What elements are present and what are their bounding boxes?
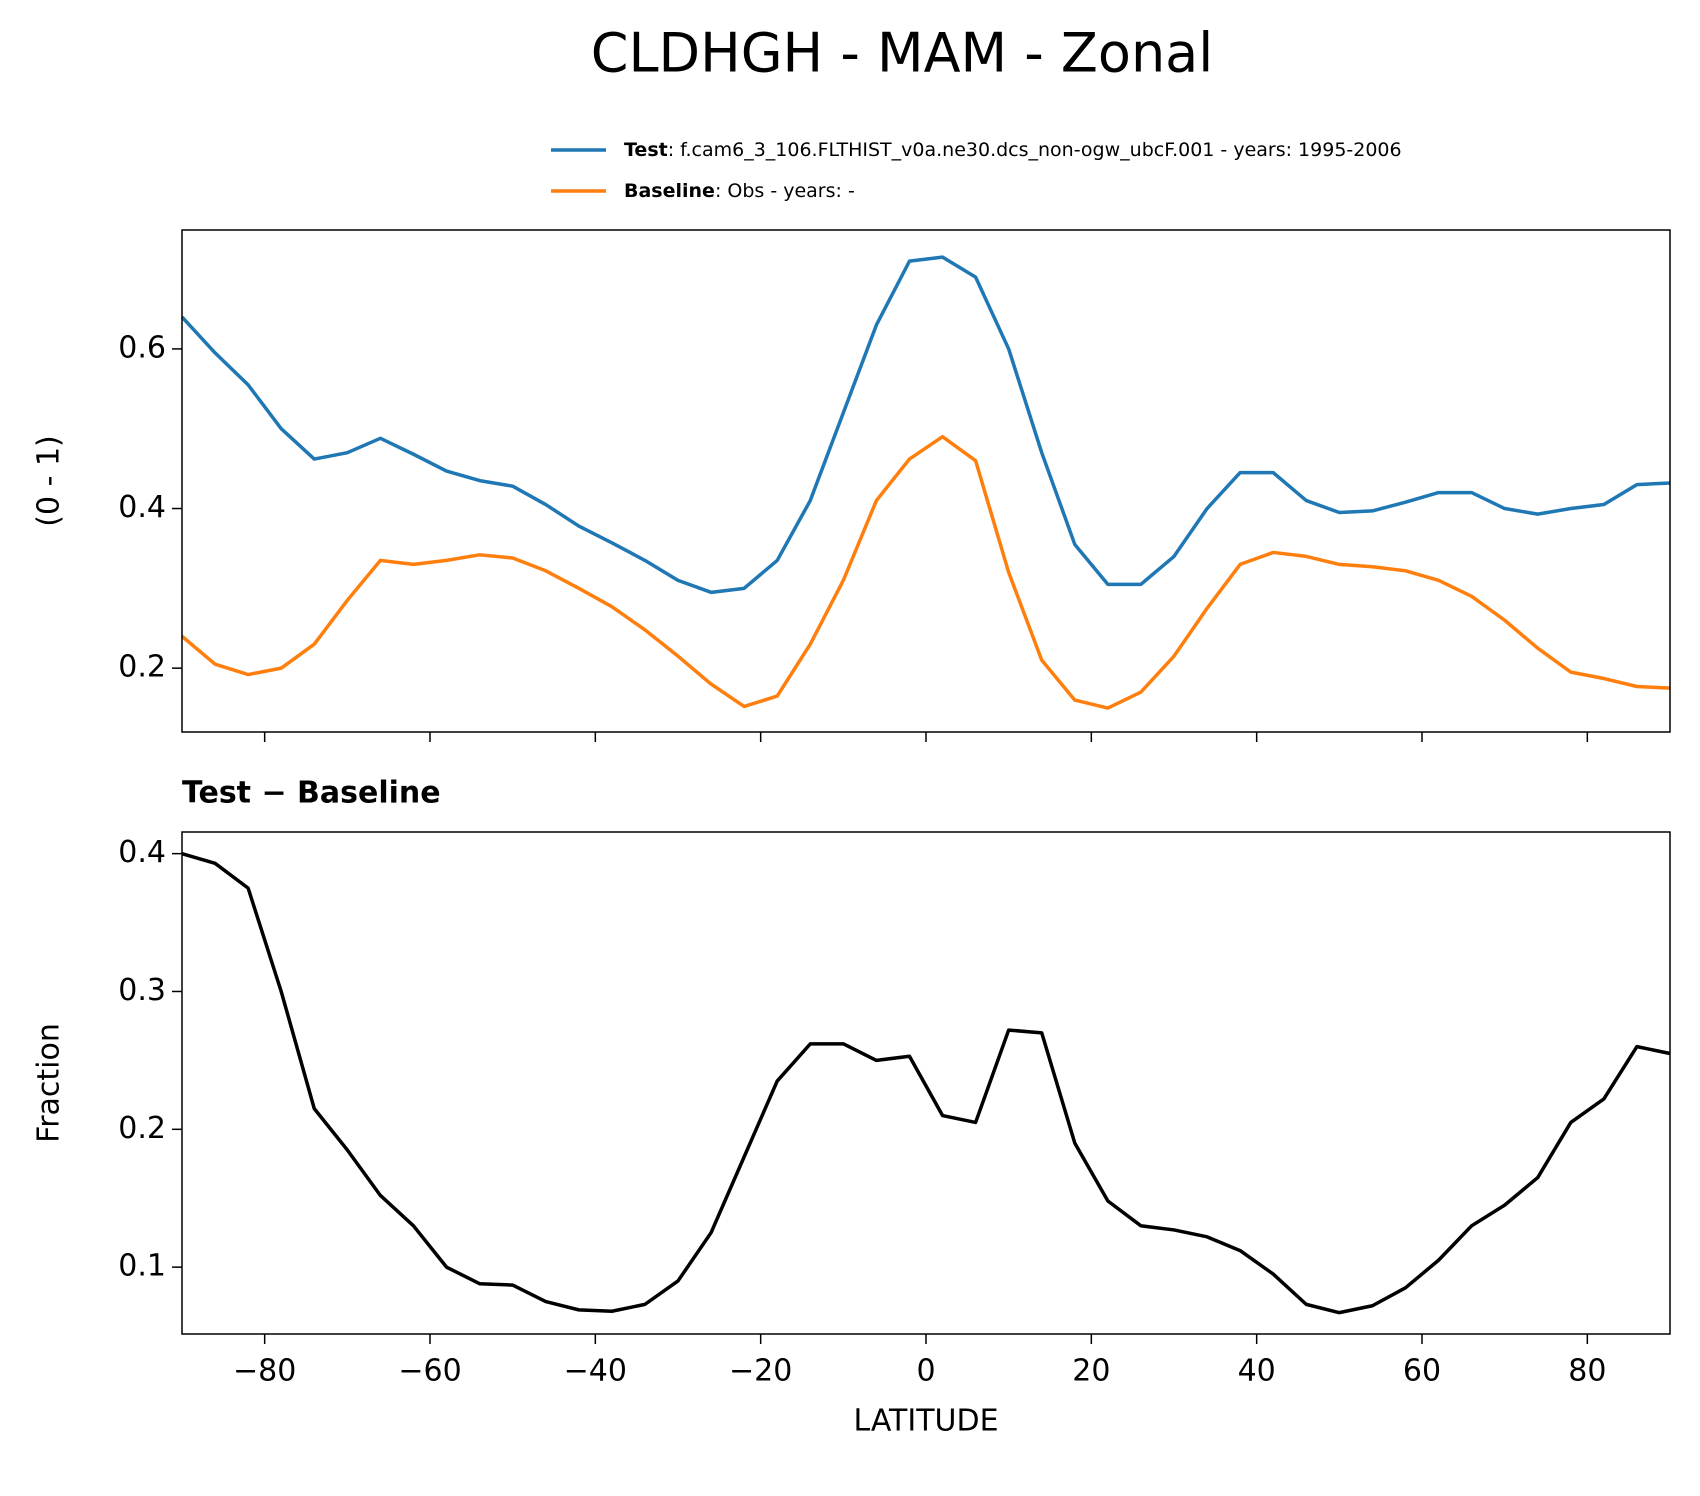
- y-tick-label: 0.2: [118, 1111, 166, 1146]
- x-tick-label: 40: [1238, 1354, 1276, 1389]
- y-tick-label: 0.4: [118, 835, 166, 870]
- x-tick-label: 20: [1072, 1354, 1110, 1389]
- x-tick-label: 80: [1568, 1354, 1606, 1389]
- x-tick-label: −20: [729, 1354, 792, 1389]
- y-axis-label: (0 - 1): [32, 435, 67, 526]
- data-line: [180, 434, 1671, 710]
- x-tick-label: −40: [564, 1354, 627, 1389]
- legend-entry: Baseline: Obs - years: -: [624, 180, 855, 202]
- data-line: [180, 255, 1671, 595]
- y-tick-label: 0.6: [118, 330, 166, 365]
- x-tick-label: −80: [233, 1354, 296, 1389]
- x-tick-label: 0: [916, 1354, 935, 1389]
- y-axis-label: Fraction: [32, 1023, 67, 1143]
- x-tick-label: −60: [398, 1354, 461, 1389]
- y-tick-label: 0.4: [118, 490, 166, 525]
- figure-title: CLDHGH - MAM - Zonal: [591, 22, 1214, 85]
- legend-entry: Test: f.cam6_3_106.FLTHIST_v0a.ne30.dcs_…: [624, 139, 1402, 161]
- legend-text: : f.cam6_3_106.FLTHIST_v0a.ne30.dcs_non-…: [668, 139, 1402, 161]
- plot-frame: [181, 831, 1671, 1335]
- x-tick-label: 60: [1403, 1354, 1441, 1389]
- legend-text: : Obs - years: -: [715, 180, 855, 202]
- data-line: [181, 851, 1671, 1315]
- y-tick-label: 0.2: [118, 650, 166, 685]
- y-tick-label: 0.1: [118, 1249, 166, 1284]
- y-tick-label: 0.3: [118, 973, 166, 1008]
- x-axis-label: LATITUDE: [853, 1404, 998, 1439]
- legend-name: Baseline: [624, 180, 715, 202]
- subplot-title: Test − Baseline: [182, 776, 441, 811]
- plot-frame: [181, 229, 1671, 733]
- legend-name: Test: [624, 139, 668, 161]
